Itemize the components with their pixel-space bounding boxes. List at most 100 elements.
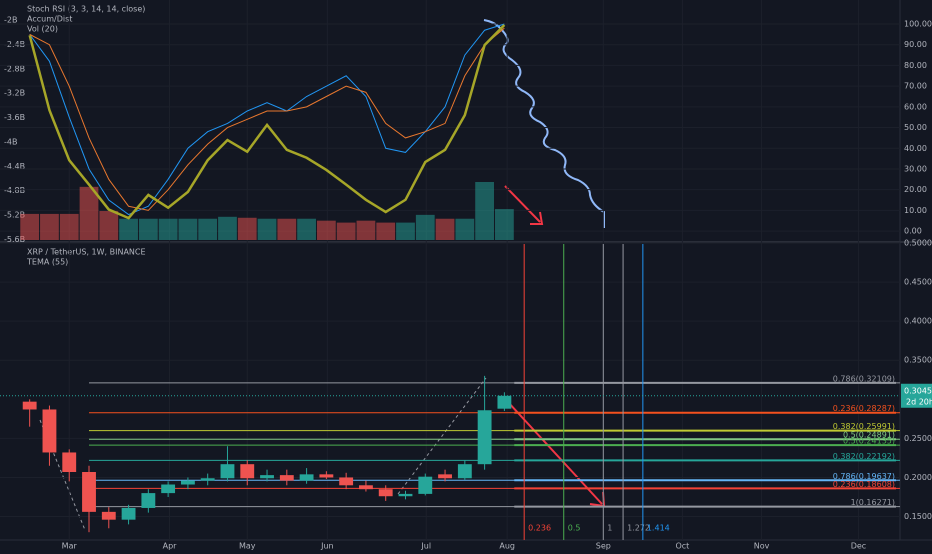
y2-tick-label: 20.00 bbox=[904, 185, 927, 194]
indicator-line bbox=[29, 27, 505, 211]
candle-body bbox=[180, 480, 195, 485]
x-tick-label: Jul bbox=[420, 542, 431, 551]
x-tick-label: Jun bbox=[320, 542, 334, 551]
volume-bar bbox=[336, 222, 356, 240]
candle-body bbox=[42, 409, 57, 453]
x-tick-label: Mar bbox=[62, 542, 78, 551]
x-tick-label: May bbox=[239, 542, 256, 551]
y2-tick-label: 100.00 bbox=[904, 20, 932, 29]
x-tick-label: Apr bbox=[163, 542, 178, 551]
candle-body bbox=[319, 474, 334, 478]
volume-bar bbox=[475, 182, 495, 240]
drawn-wave bbox=[483, 19, 605, 228]
volume-bar bbox=[396, 222, 415, 240]
volume-bar bbox=[257, 218, 277, 240]
volume-bar bbox=[20, 213, 40, 240]
indicator-label: TEMA (55) bbox=[26, 258, 68, 267]
volume-bar bbox=[119, 218, 138, 240]
candle-body bbox=[121, 507, 136, 520]
candle-body bbox=[240, 464, 255, 479]
fib-label: 0.236(0.18608) bbox=[833, 480, 895, 489]
volume-bar bbox=[376, 222, 396, 240]
fib-label: 1(0.16271) bbox=[851, 498, 895, 507]
volume-bar bbox=[59, 213, 79, 240]
x-tick-label: Dec bbox=[851, 542, 866, 551]
candle-body bbox=[62, 452, 77, 473]
volume-bar bbox=[316, 220, 336, 240]
candle-body bbox=[22, 401, 37, 410]
volume-bar bbox=[356, 220, 376, 240]
y-tick-label: -5.6B bbox=[4, 235, 25, 244]
y-tick-label: -5.2B bbox=[4, 211, 25, 220]
candle-body bbox=[260, 475, 274, 479]
x-tick-label: Oct bbox=[675, 542, 689, 551]
candle-body bbox=[200, 478, 215, 481]
candle-body bbox=[339, 477, 354, 486]
candle-body bbox=[220, 464, 235, 479]
candle-body bbox=[299, 474, 314, 481]
y2-tick-label: 0.00 bbox=[904, 227, 922, 236]
y2-tick-label: 80.00 bbox=[904, 61, 927, 70]
last-price-tag bbox=[901, 383, 932, 408]
candle-body bbox=[279, 475, 294, 481]
y-tick-label: -2B bbox=[4, 16, 17, 25]
fib-time-label: 1.414 bbox=[647, 524, 670, 533]
volume-bar bbox=[138, 218, 158, 240]
volume-bar bbox=[297, 218, 316, 240]
indicator-label: Accum/Dist bbox=[27, 15, 72, 24]
drawn-arrow bbox=[504, 185, 544, 225]
fib-label: 0.382(0.22192) bbox=[833, 452, 895, 461]
fib-time-label: 1 bbox=[607, 524, 612, 533]
y-tick-label: -4.4B bbox=[4, 162, 25, 171]
candle-body bbox=[359, 485, 373, 490]
volume-bar bbox=[40, 213, 59, 240]
indicator-label: Stoch RSI (3, 3, 14, 14, close) bbox=[27, 5, 145, 14]
volume-bar bbox=[277, 218, 297, 240]
candle-body bbox=[398, 493, 413, 497]
fib-time-label: 0.5 bbox=[568, 524, 581, 533]
last-price-label: 0.30456 bbox=[904, 386, 932, 395]
candle-body bbox=[418, 476, 433, 494]
y2-tick-label: 70.00 bbox=[904, 82, 927, 91]
candle-body bbox=[457, 464, 472, 479]
y2-tick-label: 10.00 bbox=[904, 206, 927, 215]
candle-body bbox=[477, 410, 492, 465]
fib-label: 0.5(0.24135) bbox=[843, 437, 895, 446]
volume-bar bbox=[178, 218, 198, 240]
indicator-label: Vol (20) bbox=[27, 25, 58, 34]
countdown-label: 2d 20h bbox=[906, 397, 932, 406]
x-tick-label: Nov bbox=[754, 542, 770, 551]
volume-bar bbox=[218, 216, 237, 240]
fib-label: 0.382(0.25991) bbox=[833, 422, 895, 431]
volume-bar bbox=[99, 211, 119, 240]
y-tick-label: -2.8B bbox=[4, 64, 25, 73]
candle-body bbox=[497, 395, 512, 409]
fib-label: 0.786(0.32109) bbox=[833, 374, 895, 383]
y-tick-label: -4.8B bbox=[4, 186, 25, 195]
y-tick-label: -3.2B bbox=[4, 89, 25, 98]
candle-body bbox=[101, 511, 116, 520]
y2-tick-label: 30.00 bbox=[904, 164, 927, 173]
volume-bar bbox=[237, 217, 257, 240]
fib-time-label: 0.236 bbox=[528, 524, 551, 533]
y2-tick-label: 60.00 bbox=[904, 102, 927, 111]
x-tick-label: Aug bbox=[499, 542, 515, 551]
candle-body bbox=[82, 472, 96, 512]
candle-body bbox=[438, 474, 452, 479]
y-tick-label: -3.6B bbox=[4, 113, 25, 122]
volume-bar bbox=[79, 186, 99, 240]
y-tick-label: -4B bbox=[4, 137, 17, 146]
indicator-line bbox=[28, 24, 506, 220]
fib-label: 0.5(0.24891) bbox=[843, 431, 895, 440]
y2-tick-label: 50.00 bbox=[904, 123, 927, 132]
y2-tick-label: 90.00 bbox=[904, 40, 927, 49]
candle-body bbox=[161, 484, 176, 494]
